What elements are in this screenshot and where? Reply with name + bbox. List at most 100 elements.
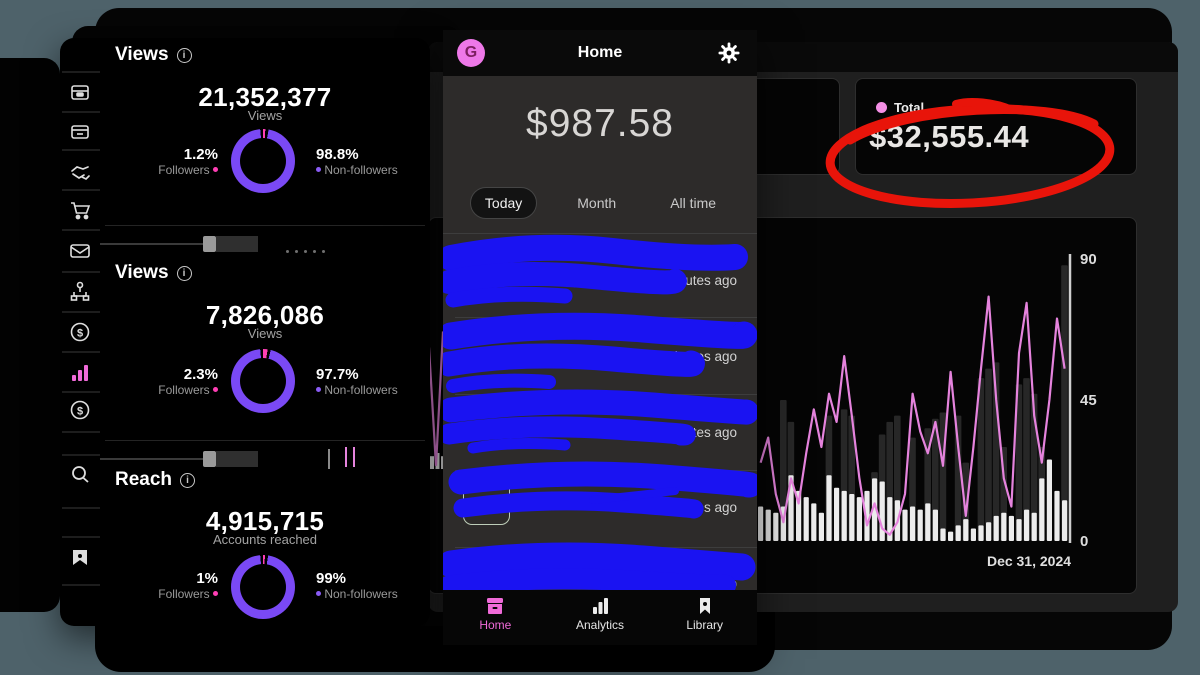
transaction-time: 13 minutes ago <box>644 349 737 364</box>
row-divider <box>455 547 757 548</box>
info-icon[interactable]: i <box>176 266 192 281</box>
followers-dot <box>213 387 218 392</box>
section-title: Reach i <box>115 469 196 491</box>
transaction-time: 15 minutes ago <box>644 576 737 591</box>
svg-text:$: $ <box>77 406 83 418</box>
section-title: Views i <box>115 262 192 284</box>
archive-box-icon[interactable] <box>71 85 89 100</box>
followers-pct: 1.2% <box>183 146 218 163</box>
tab-month[interactable]: Month <box>577 195 617 211</box>
svg-text:90: 90 <box>1080 251 1097 268</box>
row-divider <box>455 317 757 318</box>
non-followers-pct: 98.8% <box>316 146 359 163</box>
transaction-email-fragment: ...@gm... <box>594 350 645 364</box>
followers-pct: 1% <box>196 570 218 587</box>
nav-library-label: Library <box>686 618 724 632</box>
nav-library[interactable]: Library <box>652 590 757 645</box>
dollar-icon[interactable]: $ <box>70 322 90 342</box>
archive-tray-icon[interactable] <box>71 125 89 139</box>
non-followers-label: Non-followers <box>316 163 446 177</box>
svg-text:$: $ <box>77 328 83 340</box>
views2-metric-label: Views <box>247 326 283 341</box>
nav-analytics[interactable]: Analytics <box>548 590 653 645</box>
svg-text:0: 0 <box>1080 533 1088 550</box>
phone-page-title: Home <box>577 44 623 61</box>
info-icon[interactable]: i <box>176 48 192 63</box>
sidebar-icons: $ $ <box>62 71 100 586</box>
non-followers-pct: 99% <box>316 570 347 587</box>
section-title: Views i <box>115 44 192 66</box>
scrollbar-thumb[interactable] <box>203 236 216 252</box>
settings-gear-icon[interactable] <box>717 41 741 65</box>
non-followers-pct: 97.7% <box>316 366 359 383</box>
dollar-alt-icon[interactable]: $ <box>70 400 90 420</box>
non-followers-dot <box>316 387 321 392</box>
transaction-email-fragment: ...u... <box>617 501 645 515</box>
scroll-dots <box>286 250 325 253</box>
section-divider <box>105 225 425 226</box>
storefront-icon <box>487 598 504 614</box>
app-logo[interactable]: G <box>457 39 485 67</box>
library-bookmark-icon <box>699 598 710 614</box>
nav-home[interactable]: Home <box>443 590 548 645</box>
followers-dot <box>213 591 218 596</box>
list-divider <box>443 233 757 234</box>
total-value: $32,555.44 <box>869 119 1030 154</box>
analytics-bars-icon <box>593 598 608 614</box>
views2-donut-chart <box>231 349 295 413</box>
transaction-time: 14 minutes ago <box>644 500 737 515</box>
chart-tick-gray <box>328 449 330 469</box>
time-filter-tabs: Today Month All time <box>443 186 757 220</box>
followers-label: Followers <box>98 587 218 601</box>
non-followers-label: Non-followers <box>316 587 446 601</box>
search-icon[interactable] <box>72 466 89 483</box>
hierarchy-icon[interactable] <box>70 281 90 301</box>
svg-text:Dec 31, 2024: Dec 31, 2024 <box>987 553 1071 569</box>
transaction-email-fragment: ...ou... <box>610 426 645 440</box>
insights-sidebar: $ $ <box>60 38 100 626</box>
section-divider <box>105 440 425 441</box>
scrollbar-bar[interactable] <box>216 451 258 467</box>
chart-tick-pink <box>353 447 355 467</box>
handshake-icon[interactable] <box>71 166 90 181</box>
nav-home-label: Home <box>479 618 512 632</box>
svg-text:45: 45 <box>1080 392 1097 409</box>
transaction-time: 9 minutes ago <box>652 273 737 288</box>
tab-all-time[interactable]: All time <box>670 195 717 211</box>
row-divider <box>455 394 757 395</box>
scrollbar-thumb[interactable] <box>203 451 216 467</box>
views-metric: 21,352,377 <box>198 82 332 112</box>
cart-icon[interactable] <box>71 202 91 220</box>
reach-metric-label: Accounts reached <box>212 532 318 547</box>
reach-donut-chart <box>231 555 295 619</box>
followers-label: Followers <box>98 383 218 397</box>
balance-amount: $987.58 <box>526 102 674 145</box>
chart-tick-pink <box>345 447 347 467</box>
scrollbar-bar[interactable] <box>216 236 258 252</box>
phone-bottom-nav: Home Analytics Library <box>443 590 757 645</box>
mail-icon[interactable] <box>70 244 90 258</box>
followers-label: Followers <box>98 163 218 177</box>
info-icon[interactable]: i <box>180 473 196 488</box>
bookmark-icon[interactable] <box>73 550 87 565</box>
background-screenshot-layer-3 <box>0 58 60 612</box>
nav-analytics-label: Analytics <box>575 618 625 632</box>
transaction-email-fragment: g@gmail.com <box>572 274 649 288</box>
total-legend-dot <box>876 102 887 113</box>
scrollbar-track <box>100 458 203 460</box>
bar-chart-icon[interactable] <box>72 365 88 381</box>
revenue-chart: 90 45 0 Dec 31, 2024 <box>427 251 1097 569</box>
views2-metric: 7,826,086 <box>205 300 325 330</box>
transaction-thumbnail <box>463 477 510 525</box>
row-divider <box>455 470 757 471</box>
tab-today[interactable]: Today <box>469 187 538 219</box>
non-followers-dot <box>316 591 321 596</box>
phone-screenshot: G Home $987.58 Today Month All time <box>443 30 757 645</box>
total-label: Total <box>894 100 925 115</box>
views-donut-chart <box>231 129 295 193</box>
reach-metric: 4,915,715 <box>205 506 325 536</box>
total-card: Total $32,555.44 <box>855 78 1137 175</box>
followers-dot <box>213 167 218 172</box>
non-followers-dot <box>316 167 321 172</box>
scrollbar-track <box>100 243 203 245</box>
